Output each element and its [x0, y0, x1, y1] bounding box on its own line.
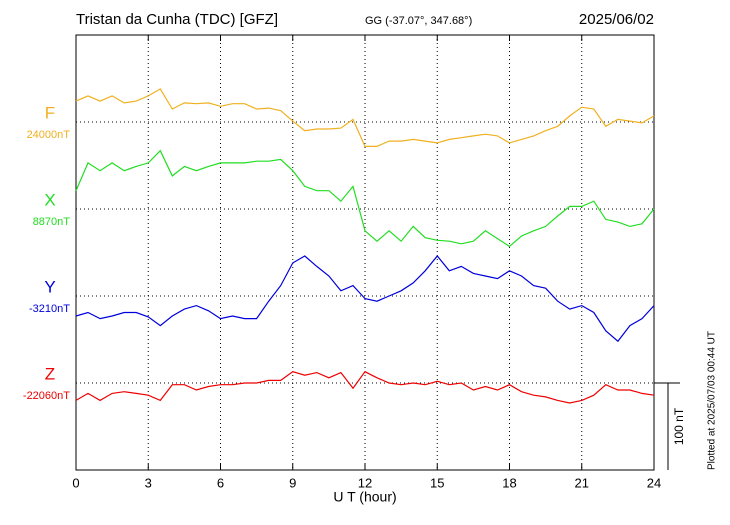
series-line [75, 370, 655, 404]
series-name: Z [45, 364, 55, 383]
x-tick-label: 9 [289, 475, 296, 490]
x-tick-label: 18 [502, 475, 516, 490]
plot-note: Plotted at 2025/07/03 00:44 UT [707, 331, 718, 470]
baseline-label: -22060nT [23, 390, 70, 402]
x-tick-label: 3 [145, 475, 152, 490]
x-tick-label: 21 [575, 475, 589, 490]
baseline-label: 24000nT [27, 129, 71, 141]
baseline-label: 8870nT [33, 216, 71, 228]
x-tick-label: 12 [358, 475, 372, 490]
chart-subtitle: GG (-37.07°, 347.68°) [365, 15, 472, 27]
x-tick-label: 6 [217, 475, 224, 490]
series-line [75, 255, 655, 343]
chart-title: Tristan da Cunha (TDC) [GFZ] [76, 11, 278, 28]
baseline-label: -3210nT [29, 303, 70, 315]
chart-date: 2025/06/02 [579, 11, 654, 28]
x-tick-label: 0 [72, 475, 79, 490]
plot-frame [75, 34, 655, 471]
series-name: F [45, 103, 55, 122]
x-axis-label: U T (hour) [333, 489, 396, 505]
series-name: X [44, 190, 55, 209]
scale-bar-label: 100 nT [672, 407, 686, 445]
x-tick-label: 24 [647, 475, 661, 490]
x-tick-label: 15 [430, 475, 444, 490]
series-name: Y [44, 277, 55, 296]
series-line [75, 149, 655, 248]
series-line [75, 88, 655, 147]
